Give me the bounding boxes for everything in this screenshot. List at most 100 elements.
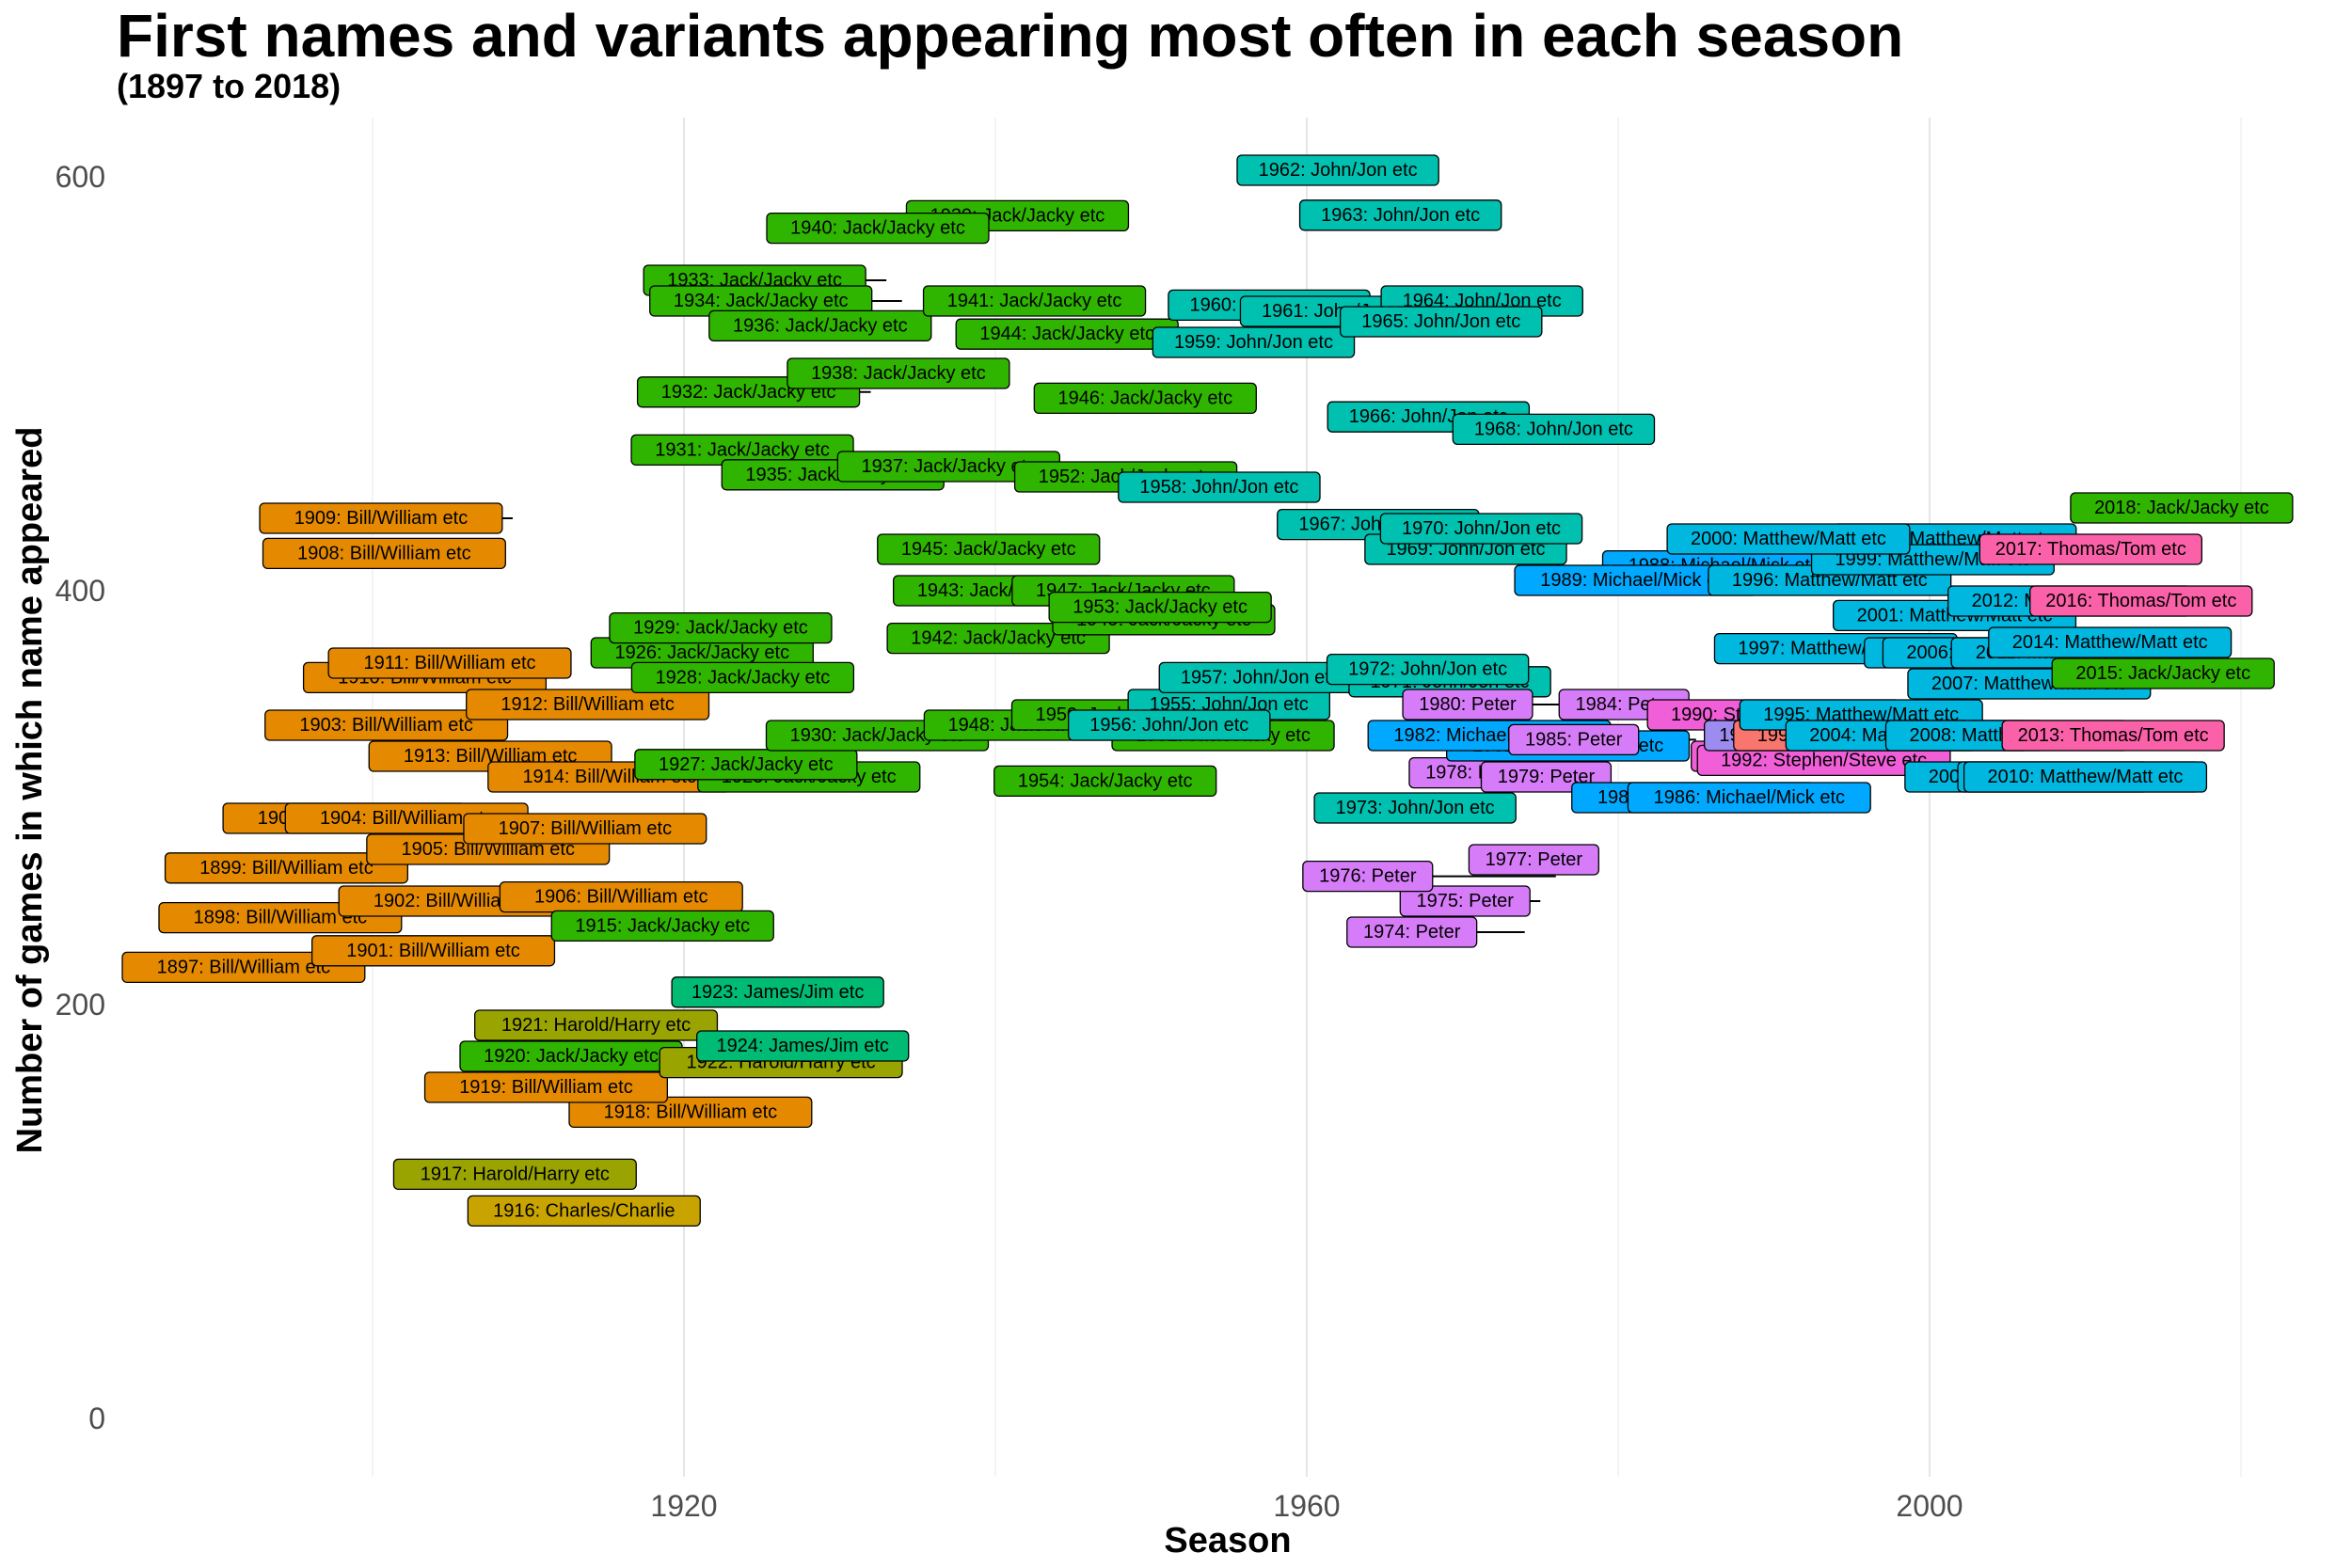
point-label-box <box>2070 492 2294 524</box>
point-label-text: 2018: Jack/Jacky etc <box>2094 498 2269 518</box>
point-label-text: 1977: Peter <box>1486 849 1583 870</box>
point-label-box <box>1302 860 1434 893</box>
point-label-text: 2014: Matthew/Matt etc <box>2012 632 2208 653</box>
point-label-box <box>264 709 509 741</box>
point-label: 1937: Jack/Jacky etc <box>836 451 1060 483</box>
point-label-text: 2016: Thomas/Tom etc <box>2045 591 2236 611</box>
point-label: 1919: Bill/William etc <box>423 1071 668 1103</box>
point-label-box <box>262 537 506 570</box>
point-label: 1916: Charles/Charlie <box>467 1195 701 1227</box>
point-label-box <box>1452 413 1656 446</box>
point-label-box <box>259 502 503 534</box>
point-label: 1929: Jack/Jacky etc <box>609 611 833 644</box>
point-label-box <box>550 910 774 942</box>
point-label: 1909: Bill/William etc <box>259 502 503 534</box>
point-label-box <box>568 1096 813 1129</box>
point-label-box <box>1627 782 1871 814</box>
point-label-text: 1958: John/Jon etc <box>1139 477 1298 498</box>
point-label-box <box>473 1009 719 1041</box>
point-label-text: 1918: Bill/William etc <box>604 1101 778 1122</box>
point-label-text: 2013: Thomas/Tom etc <box>2018 725 2209 746</box>
point-label-box <box>164 852 408 884</box>
point-label: 2000: Matthew/Matt etc <box>1666 523 1911 555</box>
point-label-text: 1923: James/Jim etc <box>691 982 864 1003</box>
point-label: 1973: John/Jon etc <box>1313 792 1517 824</box>
point-label-text: 1903: Bill/William etc <box>299 715 473 736</box>
point-label-box <box>609 611 833 644</box>
point-label-box <box>2051 657 2275 689</box>
point-label-text: 1929: Jack/Jacky etc <box>633 618 808 639</box>
point-label-box <box>766 212 990 245</box>
point-label-text: 1904: Bill/William etc <box>320 808 494 829</box>
point-label-text: 1901: Bill/William etc <box>346 941 520 961</box>
point-label-box <box>1468 844 1599 876</box>
point-label: 1936: Jack/Jacky etc <box>708 309 932 342</box>
point-label-box <box>1313 792 1517 824</box>
point-label: 1924: James/Jim etc <box>696 1030 910 1062</box>
point-label-box <box>121 951 366 984</box>
point-label-text: 1897: Bill/William etc <box>157 957 331 977</box>
point-label: 1903: Bill/William etc <box>264 709 509 741</box>
point-label-text: 1911: Bill/William etc <box>364 653 536 673</box>
point-label: 1970: John/Jon etc <box>1379 513 1583 545</box>
point-label-box <box>1340 306 1543 338</box>
point-label-text: 1976: Peter <box>1319 866 1417 887</box>
point-label-text: 1907: Bill/William etc <box>499 818 673 839</box>
point-label: 1975: Peter <box>1399 885 1531 917</box>
point-label: 1959: John/Jon etc <box>1152 326 1356 358</box>
point-label: 1977: Peter <box>1468 844 1599 876</box>
point-label-box <box>2029 585 2253 617</box>
point-label-text: 1899: Bill/William etc <box>199 858 373 879</box>
point-label-text: 1973: John/Jon etc <box>1336 798 1495 818</box>
chart-title: First names and variants appearing most … <box>117 2 1904 70</box>
point-label: 1963: John/Jon etc <box>1298 199 1502 231</box>
point-label: 2010: Matthew/Matt etc <box>1963 761 2208 793</box>
point-label-text: 1963: John/Jon etc <box>1321 205 1480 226</box>
point-label-text: 1953: Jack/Jacky etc <box>1073 597 1248 618</box>
point-label-text: 1921: Harold/Harry etc <box>501 1015 691 1036</box>
point-label: 1923: James/Jim etc <box>671 976 884 1008</box>
point-label: 1976: Peter <box>1302 860 1434 893</box>
point-label-box <box>696 1030 910 1062</box>
point-label: 1915: Jack/Jacky etc <box>550 910 774 942</box>
x-tick-label: 2000 <box>1896 1489 1963 1523</box>
point-label-box <box>634 749 858 781</box>
point-label: 1956: John/Jon etc <box>1068 709 1271 741</box>
point-label: 1945: Jack/Jacky etc <box>877 533 1101 565</box>
point-label-text: 1930: Jack/Jacky etc <box>790 725 965 746</box>
point-label: 1944: Jack/Jacky etc <box>955 318 1179 350</box>
point-label: 1940: Jack/Jacky etc <box>766 212 990 245</box>
point-label: 1946: Jack/Jacky etc <box>1033 382 1257 415</box>
point-label-text: 1980: Peter <box>1419 694 1517 715</box>
point-label-box <box>310 935 556 967</box>
point-label-box <box>1988 626 2233 658</box>
point-label: 1921: Harold/Harry etc <box>473 1009 719 1041</box>
grid-lines <box>372 118 2242 1477</box>
point-label-text: 1920: Jack/Jacky etc <box>484 1046 659 1067</box>
point-label-box <box>630 661 855 694</box>
point-label-text: 1992: Stephen/Steve etc <box>1721 750 1927 770</box>
point-label-text: 1945: Jack/Jacky etc <box>901 539 1076 560</box>
point-label-text: 2010: Matthew/Matt etc <box>1988 767 2184 787</box>
point-label: 1912: Bill/William etc <box>466 689 710 721</box>
point-label-text: 1956: John/Jon etc <box>1089 715 1248 736</box>
point-label: 1985: Peter <box>1508 723 1640 756</box>
point-label-box <box>993 765 1217 798</box>
point-labels: 1897: Bill/William etc 1898: Bill/William… <box>121 154 2294 1227</box>
point-label-box <box>463 813 707 845</box>
point-label-text: 1954: Jack/Jacky etc <box>1018 770 1193 791</box>
point-label-text: 1959: John/Jon etc <box>1174 332 1333 353</box>
point-label: 1897: Bill/William etc <box>121 951 366 984</box>
point-label: 1942: Jack/Jacky etc <box>886 622 1110 655</box>
point-label-text: 1934: Jack/Jacky etc <box>674 291 849 311</box>
y-tick-label: 0 <box>88 1402 105 1435</box>
point-label-text: 1979: Peter <box>1498 767 1596 787</box>
point-label: 2018: Jack/Jacky etc <box>2070 492 2294 524</box>
point-label-text: 2017: Thomas/Tom etc <box>1995 539 2186 560</box>
point-label-text: 1937: Jack/Jacky etc <box>862 456 1037 477</box>
point-label-box <box>392 1158 637 1191</box>
point-label-text: 1908: Bill/William etc <box>297 543 471 563</box>
point-label-text: 1919: Bill/William etc <box>459 1077 633 1098</box>
axis-ticks: 1920 1960 2000 0 200 400 600 <box>56 160 1963 1523</box>
